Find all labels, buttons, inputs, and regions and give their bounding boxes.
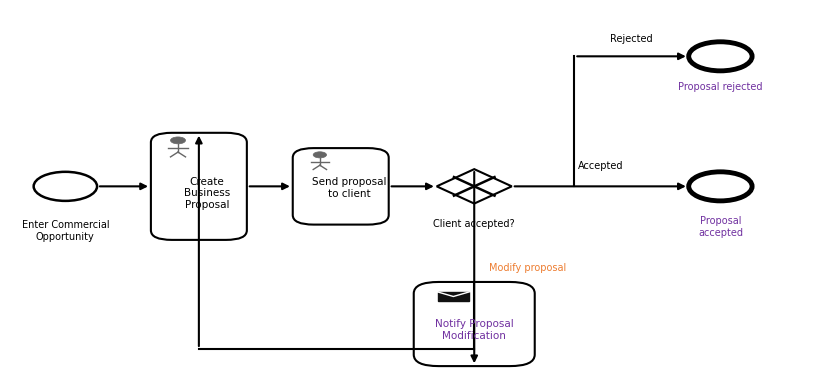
FancyBboxPatch shape: [414, 282, 535, 366]
Text: Rejected: Rejected: [610, 34, 653, 44]
Text: Notify Proposal
Modification: Notify Proposal Modification: [435, 319, 513, 341]
FancyBboxPatch shape: [151, 133, 247, 240]
Circle shape: [689, 42, 752, 71]
Text: Accepted: Accepted: [577, 161, 623, 171]
Text: Enter Commercial
Opportunity: Enter Commercial Opportunity: [22, 220, 109, 242]
Text: Modify proposal: Modify proposal: [489, 263, 566, 273]
Text: Client accepted?: Client accepted?: [433, 219, 515, 229]
Text: Proposal rejected: Proposal rejected: [678, 82, 763, 92]
Circle shape: [34, 172, 97, 201]
FancyBboxPatch shape: [293, 148, 389, 225]
Circle shape: [313, 152, 327, 158]
Circle shape: [689, 172, 752, 201]
Text: Send proposal
to client: Send proposal to client: [312, 177, 386, 199]
Polygon shape: [437, 169, 512, 204]
FancyBboxPatch shape: [438, 292, 470, 301]
Circle shape: [171, 137, 186, 144]
Text: Proposal
accepted: Proposal accepted: [698, 216, 743, 238]
Text: Create
Business
Proposal: Create Business Proposal: [184, 177, 230, 210]
